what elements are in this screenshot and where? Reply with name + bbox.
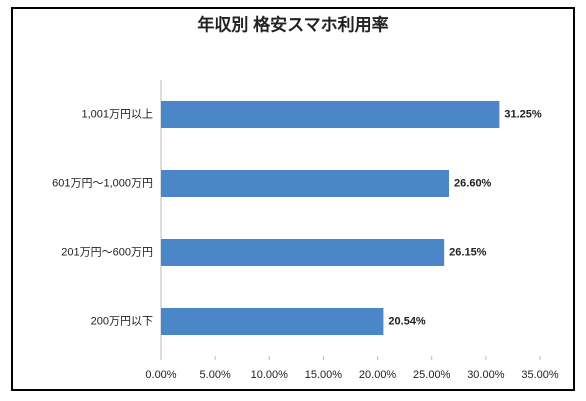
value-label: 20.54% [388,315,426,327]
chart-title: 年収別 格安スマホ利用率 [197,14,388,34]
bar [161,308,384,335]
bar [161,239,445,266]
value-label: 26.60% [454,177,492,189]
y-tick-label: 200万円以下 [91,315,153,327]
x-tick-label: 0.00% [145,369,176,381]
bar [161,101,500,128]
y-tick-label: 201万円～600万円 [61,246,153,258]
x-tick-label: 20.00% [359,369,397,381]
bar [161,170,450,197]
x-tick-label: 25.00% [413,369,451,381]
x-tick-label: 30.00% [467,369,505,381]
value-label: 26.15% [449,246,487,258]
y-tick-label: 601万円～1,000万円 [52,177,153,189]
x-tick-label: 35.00% [521,369,559,381]
x-tick-label: 10.00% [251,369,289,381]
x-tick-label: 15.00% [305,369,343,381]
value-label: 31.25% [504,108,542,120]
y-tick-label: 1,001万円以上 [81,107,153,120]
x-tick-label: 5.00% [200,369,231,381]
